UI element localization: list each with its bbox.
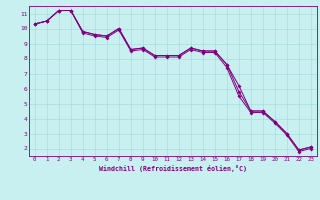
X-axis label: Windchill (Refroidissement éolien,°C): Windchill (Refroidissement éolien,°C): [99, 165, 247, 172]
